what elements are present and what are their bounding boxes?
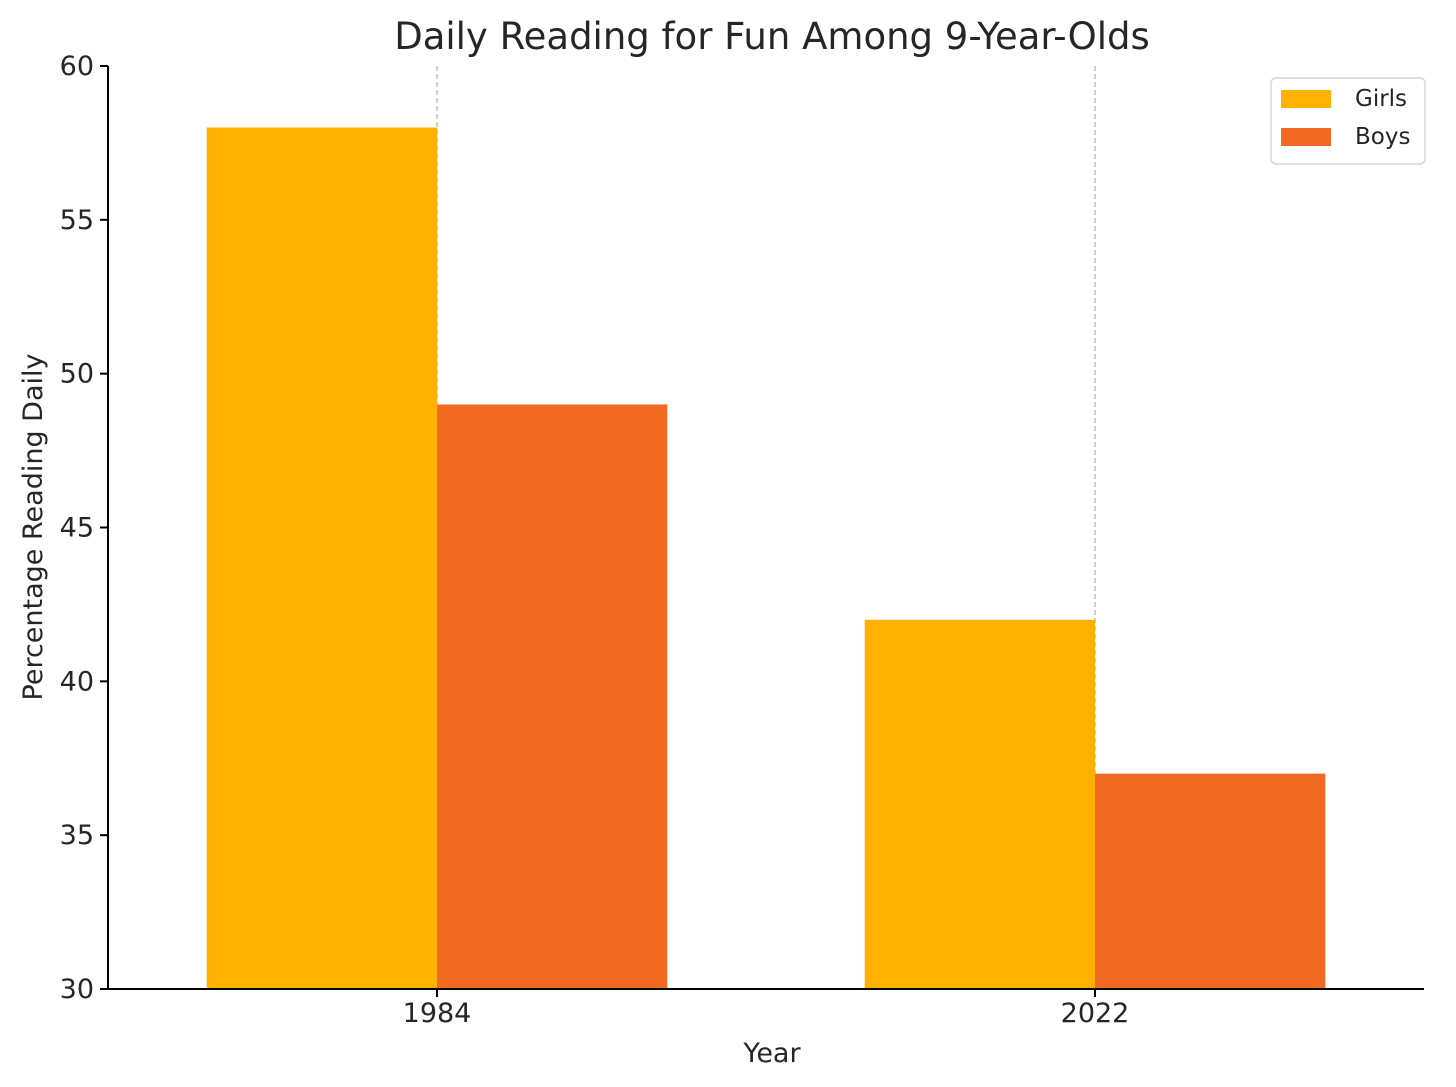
y-tick-label-55: 55	[60, 205, 94, 236]
bar-girls-2022	[864, 619, 1095, 989]
tick-labels: 30 35 40 45 50 55 60 1984 2022	[60, 51, 1130, 1029]
y-axis-label: Percentage Reading Daily	[18, 353, 49, 700]
y-tick-label-60: 60	[60, 51, 94, 82]
legend-swatch-girls	[1281, 90, 1331, 108]
y-tick-label-50: 50	[60, 359, 94, 390]
legend: Girls Boys	[1270, 77, 1426, 165]
legend-label-girls: Girls	[1355, 86, 1407, 112]
bar-boys-2022	[1095, 773, 1326, 989]
legend-swatch-boys	[1281, 128, 1331, 146]
bar-boys-1984	[437, 404, 668, 989]
y-tick-label-30: 30	[60, 974, 94, 1005]
y-tick-label-40: 40	[60, 666, 94, 697]
x-axis-label: Year	[742, 1038, 801, 1069]
x-tick-label-2022: 2022	[1061, 998, 1130, 1029]
y-tick-label-45: 45	[60, 513, 94, 544]
chart-title: Daily Reading for Fun Among 9-Year-Olds	[394, 15, 1150, 58]
legend-label-boys: Boys	[1355, 124, 1410, 150]
bar-girls-1984	[206, 127, 437, 990]
y-tick-label-35: 35	[60, 820, 94, 851]
x-tick-label-1984: 1984	[403, 998, 472, 1029]
bars	[206, 127, 1326, 990]
